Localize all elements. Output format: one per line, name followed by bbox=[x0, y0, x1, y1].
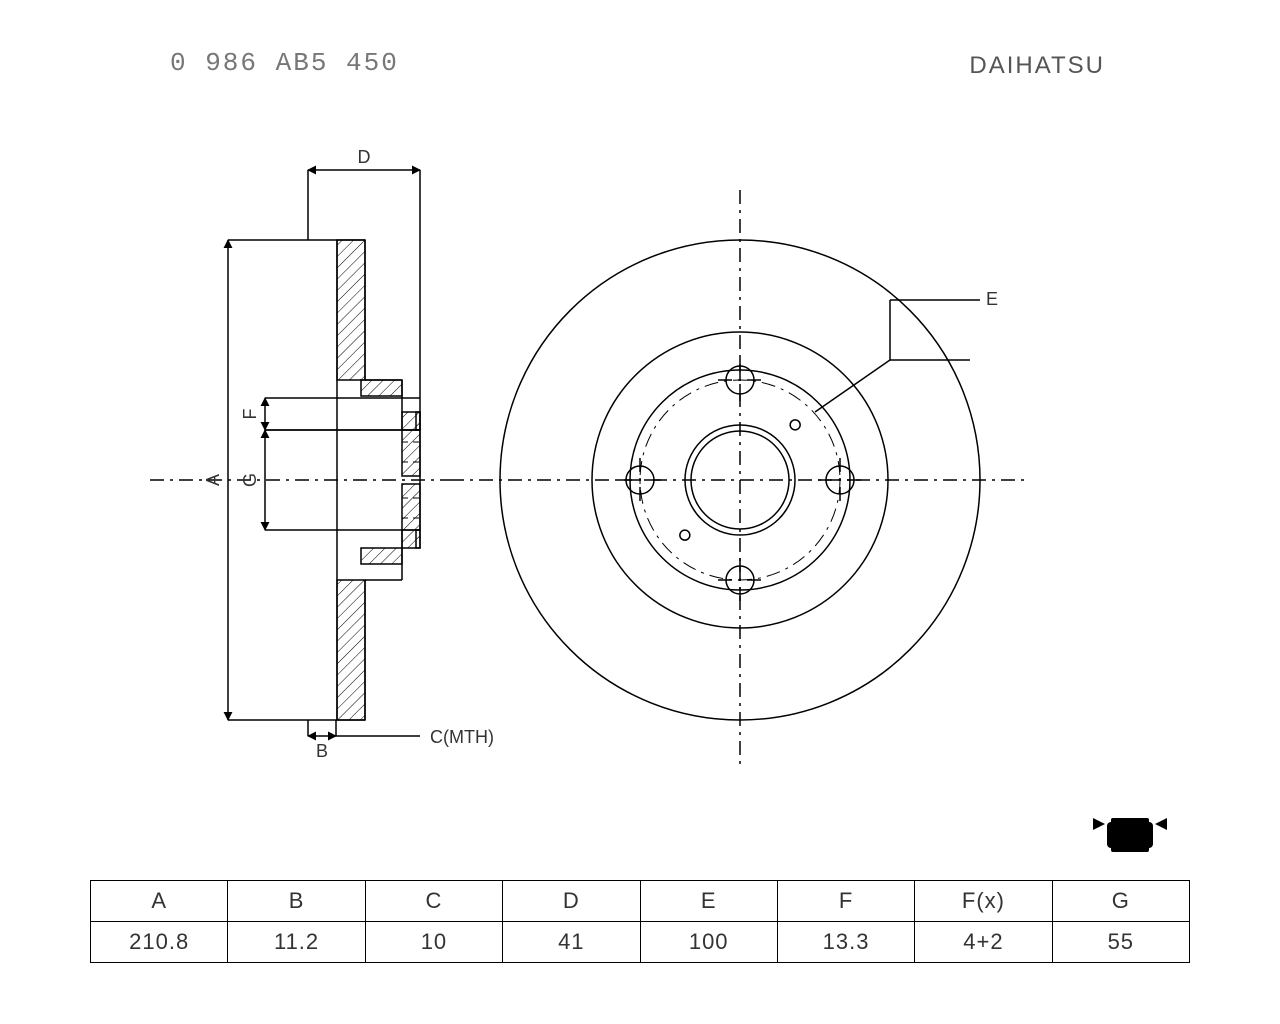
col-F(x): F(x) bbox=[915, 881, 1052, 922]
cell: 10 bbox=[365, 922, 502, 963]
cell: 41 bbox=[503, 922, 640, 963]
cell: 100 bbox=[640, 922, 777, 963]
svg-text:F: F bbox=[240, 409, 260, 420]
dimension-table: ABCDEFF(x)G 210.811.2104110013.34+255 bbox=[90, 880, 1190, 963]
cell: 210.8 bbox=[91, 922, 228, 963]
col-E: E bbox=[640, 881, 777, 922]
col-A: A bbox=[91, 881, 228, 922]
col-C: C bbox=[365, 881, 502, 922]
col-B: B bbox=[228, 881, 365, 922]
part-number: 0 986 AB5 450 bbox=[170, 48, 399, 78]
svg-text:C(MTH): C(MTH) bbox=[430, 727, 494, 747]
brand-label: DAIHATSU bbox=[969, 52, 1105, 80]
svg-text:D: D bbox=[358, 147, 371, 167]
cell: 55 bbox=[1052, 922, 1189, 963]
col-D: D bbox=[503, 881, 640, 922]
svg-text:B: B bbox=[316, 741, 328, 761]
cell: 13.3 bbox=[777, 922, 914, 963]
drawing-area: E A G F D B C(MTH) bbox=[90, 130, 1190, 770]
car-position-icon bbox=[1075, 810, 1185, 860]
col-G: G bbox=[1052, 881, 1189, 922]
header: 0 986 AB5 450 DAIHATSU bbox=[0, 48, 1280, 88]
svg-text:G: G bbox=[240, 473, 260, 487]
col-F: F bbox=[777, 881, 914, 922]
svg-text:A: A bbox=[203, 474, 223, 486]
svg-text:E: E bbox=[986, 289, 998, 309]
cell: 11.2 bbox=[228, 922, 365, 963]
cell: 4+2 bbox=[915, 922, 1052, 963]
engineering-drawing-svg: E A G F D B C(MTH) bbox=[90, 130, 1190, 770]
